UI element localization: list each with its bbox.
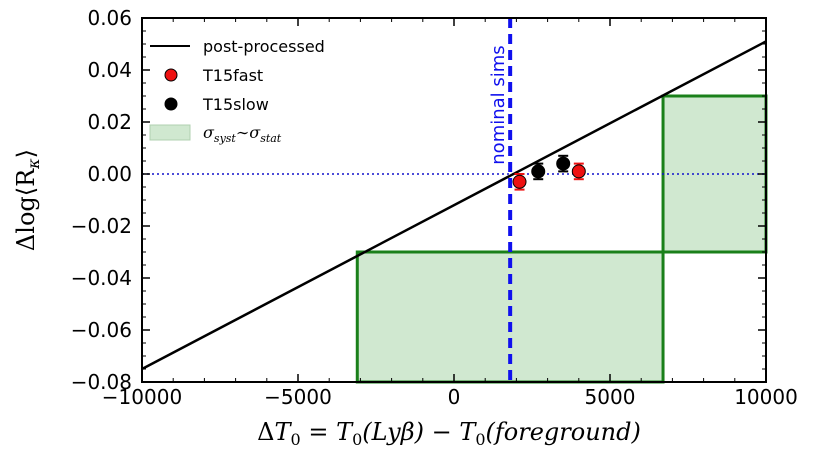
x-tick-label-3: 5000 (585, 385, 636, 409)
legend-band-swatch (149, 124, 191, 141)
y-tick-label-2: −0.04 (71, 266, 132, 290)
x-tick-label-2: 0 (448, 385, 461, 409)
y-tick-label-1: −0.06 (71, 318, 132, 342)
post-processed-line (141, 40, 767, 371)
axis-ticks: −10000 −5000 0 5000 10000 −0.08 −0.06 −0.04 −0.0… (71, 6, 798, 409)
x-tick-label-1: −5000 (264, 385, 332, 409)
y-tick-label-7: 0.06 (87, 6, 132, 30)
x-axis-label: ΔT0 = T0(Lyβ) − T0(foreground) (257, 418, 641, 449)
t15slow-point-0 (531, 164, 546, 179)
y-axis-label: Δlog⟨Rκ⟩ (12, 149, 43, 251)
t15fast-point-1 (571, 164, 586, 179)
legend-marker-t15slow (164, 97, 178, 111)
x-tick-label-0: −10000 (102, 385, 182, 409)
y-tick-label-4: 0.00 (87, 162, 132, 186)
y-tick-label-6: 0.04 (87, 58, 132, 82)
x-tick-label-4: 10000 (734, 385, 798, 409)
reference-lines (142, 18, 766, 382)
legend-label-t15slow: T15slow (202, 95, 269, 114)
t15slow-point-1 (556, 156, 571, 171)
data-points (512, 154, 586, 191)
legend-label-t15fast: T15fast (202, 66, 263, 85)
legend: post-processed T15fast T15slow σsyst∼σst… (149, 37, 325, 145)
legend-marker-t15fast (164, 68, 178, 82)
y-tick-label-0: −0.08 (71, 370, 132, 394)
y-tick-label-5: 0.02 (87, 110, 132, 134)
t15fast-point-0 (512, 174, 527, 189)
y-tick-label-3: −0.02 (71, 214, 132, 238)
nominal-sims-label: nominal sims (488, 45, 509, 164)
legend-label-sigma: σsyst∼σstat (203, 123, 282, 145)
data-lines (141, 40, 767, 371)
legend-label-post-processed: post-processed (203, 37, 325, 56)
